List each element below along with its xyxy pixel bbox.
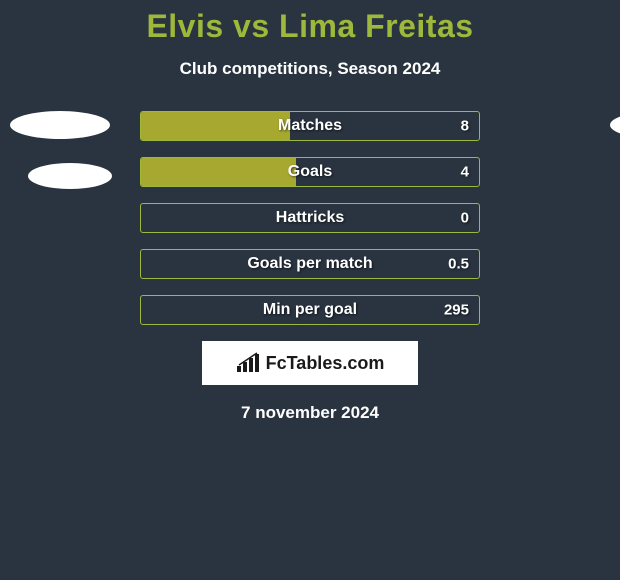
stat-value-right: 295 [444, 302, 469, 319]
stat-value-right: 0 [461, 210, 469, 227]
stat-label: Goals per match [247, 255, 372, 273]
stat-value-right: 8 [461, 118, 469, 135]
stat-fill-left [141, 158, 296, 186]
stat-label: Min per goal [263, 301, 357, 319]
stat-row-hattricks: Hattricks 0 [140, 203, 480, 233]
subtitle: Club competitions, Season 2024 [0, 59, 620, 79]
stat-value-right: 4 [461, 164, 469, 181]
avatar-ellipse [610, 111, 620, 139]
brand-box[interactable]: FcTables.com [202, 341, 418, 385]
avatar-ellipse [10, 111, 110, 139]
avatar-ellipse [28, 163, 112, 189]
stat-row-matches: Matches 8 [140, 111, 480, 141]
stat-label: Goals [288, 163, 332, 181]
brand-text: FcTables.com [266, 353, 385, 374]
stat-row-goals: Goals 4 [140, 157, 480, 187]
date-line: 7 november 2024 [0, 403, 620, 423]
bars-icon [236, 352, 262, 374]
stat-label: Matches [278, 117, 342, 135]
stat-fill-left [141, 112, 290, 140]
stat-rows: Matches 8 Goals 4 Hattricks 0 [140, 111, 480, 325]
stat-label: Hattricks [276, 209, 344, 227]
stat-value-right: 0.5 [448, 256, 469, 273]
stat-row-goals-per-match: Goals per match 0.5 [140, 249, 480, 279]
brand-inner: FcTables.com [236, 352, 385, 374]
stat-area: Matches 8 Goals 4 Hattricks 0 [0, 111, 620, 325]
page-title: Elvis vs Lima Freitas [0, 8, 620, 45]
stat-row-min-per-goal: Min per goal 295 [140, 295, 480, 325]
comparison-card: Elvis vs Lima Freitas Club competitions,… [0, 0, 620, 423]
